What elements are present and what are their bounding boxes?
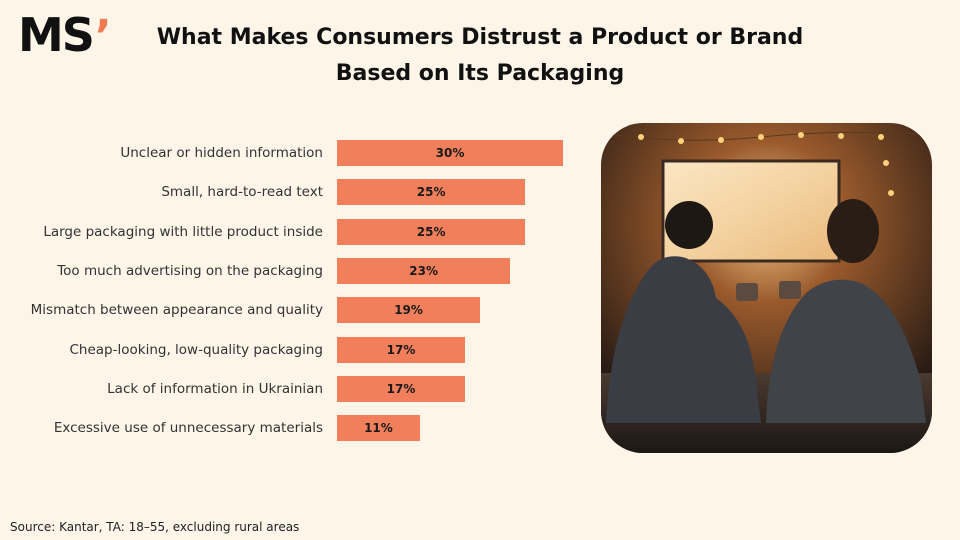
value-label: 19%	[394, 303, 423, 318]
bar	[337, 297, 481, 324]
bar	[337, 218, 526, 245]
bar	[337, 179, 526, 206]
value-label: 30%	[435, 146, 465, 160]
category-label: Cheap-looking, low-quality packaging	[69, 341, 323, 358]
category-label: Large packaging with little product insi…	[43, 223, 323, 240]
chart: Unclear or hidden information 30% Small, h…	[30, 140, 563, 442]
value-label: 25%	[416, 224, 446, 239]
bar	[337, 140, 563, 166]
category-label: Unclear or hidden information	[120, 145, 323, 161]
category-label: Mismatch between appearance and quality	[30, 302, 323, 319]
bar	[337, 336, 466, 363]
category-label: Lack of information in Ukrainian	[107, 380, 323, 397]
photo	[601, 123, 932, 453]
bar	[337, 375, 466, 402]
bar	[337, 257, 511, 284]
value-label: 17%	[386, 381, 416, 396]
bar	[337, 415, 420, 442]
category-label: Excessive use of unnecessary materials	[53, 420, 323, 437]
logo: MS’	[18, 8, 112, 62]
value-label: 25%	[416, 185, 446, 200]
chart-title: What Makes Consumers Distrust a Product …	[156, 25, 804, 86]
value-label: 17%	[386, 342, 416, 357]
source-note: Source: Kantar, TA: 18–55, excluding rur…	[10, 520, 300, 534]
value-label: 23%	[409, 263, 438, 278]
category-label: Too much advertising on the packaging	[57, 262, 323, 279]
logo-text: MS	[18, 8, 95, 62]
value-label: 11%	[364, 421, 393, 436]
logo-mark: ’	[94, 11, 112, 62]
category-label: Small, hard-to-read text	[161, 184, 323, 201]
